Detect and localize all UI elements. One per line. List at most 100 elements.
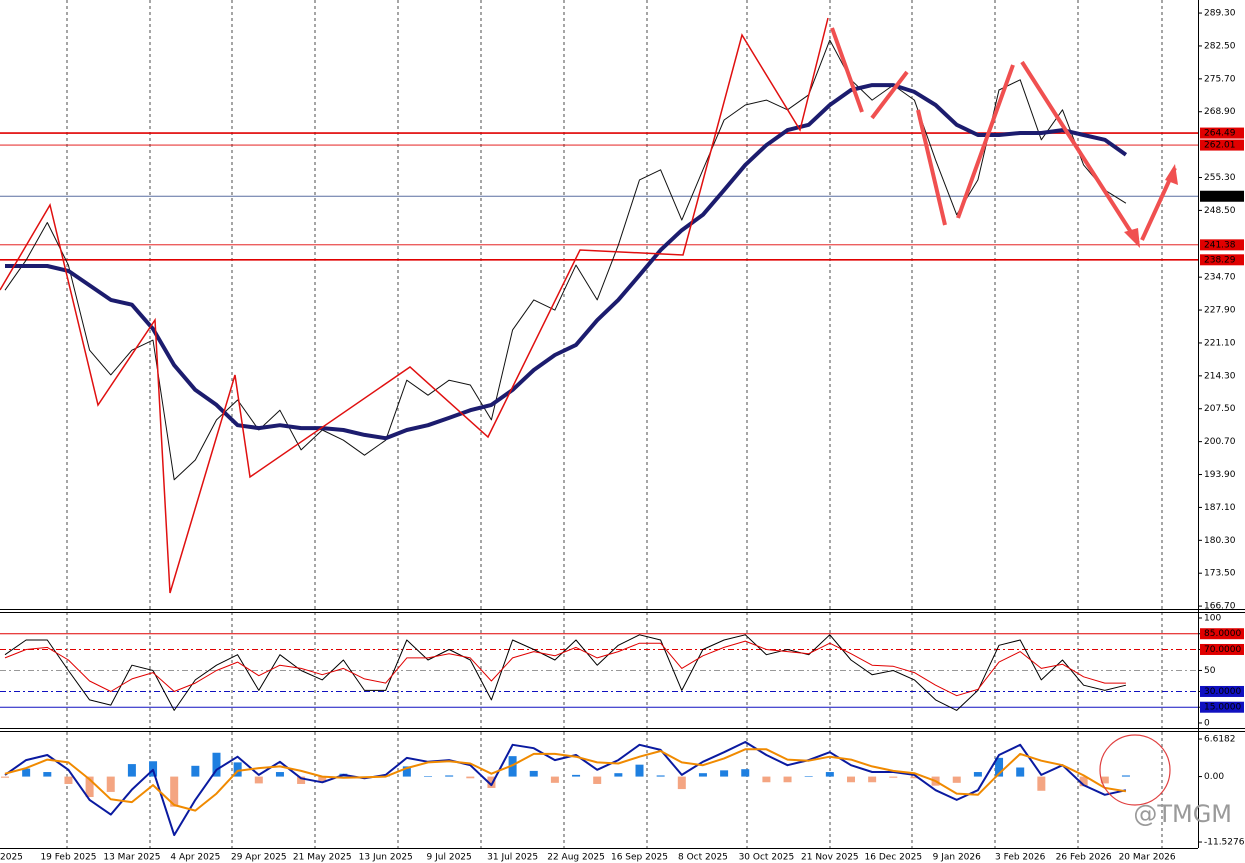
histogram-bar — [720, 770, 729, 777]
level-label-box — [1200, 701, 1244, 713]
histogram-bar — [106, 776, 115, 792]
histogram-bar — [804, 776, 813, 777]
histogram-bar — [1037, 776, 1046, 791]
y-tick-label: 70.0000 — [1204, 645, 1241, 655]
y-tick-label: 289.30 — [1204, 9, 1236, 19]
histogram-bar — [127, 764, 136, 777]
histogram-bar — [212, 752, 221, 777]
histogram-bar — [783, 776, 792, 783]
arrow — [870, 70, 909, 120]
x-tick-label: 13 Jun 2025 — [359, 853, 413, 863]
histogram-bar — [1121, 775, 1130, 777]
y-tick-label: 214.30 — [1204, 371, 1236, 381]
y-tick-label: 0 — [1204, 718, 1210, 728]
histogram-bar — [487, 776, 496, 788]
histogram-bar — [43, 772, 52, 777]
x-tick-label: 8 Oct 2025 — [678, 853, 728, 863]
watermark: @TMGM — [1133, 800, 1232, 828]
y-tick-label: 234.70 — [1204, 273, 1236, 283]
x-tick-label: 19 Feb 2025 — [40, 853, 96, 863]
histogram-bar — [635, 764, 644, 777]
y-tick-label: 187.10 — [1204, 503, 1236, 513]
histogram-bar — [402, 766, 411, 777]
histogram-bar — [1079, 776, 1088, 787]
histogram-bar — [677, 776, 686, 790]
histogram-bar — [889, 776, 898, 778]
x-tick-label: 26 Feb 2026 — [1056, 853, 1112, 863]
x-tick-label: 29 Apr 2025 — [231, 853, 287, 863]
histogram-bar — [254, 776, 263, 784]
y-tick-label: 207.50 — [1204, 404, 1236, 414]
y-tick-label: 227.90 — [1204, 306, 1236, 316]
y-tick-label: 166.70 — [1204, 602, 1236, 612]
level-label-box — [1200, 127, 1244, 139]
histogram-bar — [1, 776, 9, 778]
series-line — [4, 741, 1127, 837]
histogram-bar — [995, 757, 1004, 777]
histogram-bar — [593, 776, 602, 784]
level-label: 241.38 — [1204, 240, 1236, 250]
level-label-box — [1200, 628, 1244, 640]
arrow — [1020, 60, 1140, 245]
y-tick-label: 0.00 — [1204, 772, 1224, 782]
x-tick-label: 3 Feb 2026 — [995, 853, 1046, 863]
histogram-bar — [952, 776, 961, 783]
highlight-circle — [1099, 734, 1171, 806]
y-tick-label: 15.0000 — [1204, 703, 1241, 713]
x-tick-label: 9 Jan 2026 — [933, 853, 981, 863]
y-tick-label: 30.0000 — [1204, 687, 1241, 697]
histogram-bar — [508, 756, 517, 777]
x-tick-label: 21 Nov 2025 — [801, 853, 859, 863]
y-tick-label: 275.70 — [1204, 74, 1236, 84]
histogram-bar — [191, 765, 200, 777]
arrow-head — [1124, 228, 1140, 248]
y-tick-label: 85.0000 — [1204, 629, 1241, 639]
level-label-box — [1200, 643, 1244, 655]
histogram-bar — [614, 773, 623, 777]
histogram-bar — [1016, 767, 1025, 777]
y-tick-label: 6.6182 — [1204, 735, 1236, 745]
x-tick-label: 16 Sep 2025 — [611, 853, 668, 863]
histogram-bar — [825, 772, 834, 777]
arrow — [956, 64, 1015, 219]
histogram-bar — [741, 769, 750, 777]
histogram-bar — [973, 772, 982, 777]
level-label-box — [1200, 239, 1244, 251]
x-tick-label: 31 Jul 2025 — [487, 853, 538, 863]
zigzag — [0, 17, 829, 594]
x-tick-label: 20 Mar 2026 — [1119, 853, 1176, 863]
level-label: 262.01 — [1204, 141, 1236, 151]
y-tick-label: 50 — [1204, 666, 1216, 676]
y-tick-label: 282.50 — [1204, 41, 1236, 51]
x-tick-label: 16 Dec 2025 — [865, 853, 923, 863]
histogram-bar — [910, 776, 919, 779]
histogram-bar — [85, 776, 94, 798]
histogram-bar — [466, 776, 475, 779]
y-tick-label: -11.5276 — [1204, 838, 1245, 848]
level-label-box — [1200, 685, 1244, 697]
histogram-bar — [656, 775, 665, 777]
histogram-bar — [22, 768, 31, 777]
series-line — [4, 640, 1126, 697]
x-tick-label: 4 Apr 2025 — [170, 853, 220, 863]
histogram-bar — [170, 776, 179, 807]
x-tick-label: 13 Mar 2025 — [103, 853, 160, 863]
histogram-bar — [1100, 776, 1109, 784]
annotations — [0, 17, 1178, 806]
histogram-bar — [64, 776, 73, 784]
histogram-bar — [529, 770, 538, 777]
x-tick-label: 9 Jul 2025 — [427, 853, 472, 863]
histogram-bar — [868, 776, 877, 783]
y-tick-label: 193.90 — [1204, 470, 1236, 480]
histogram-bar — [275, 772, 284, 777]
x-tick-label: 21 May 2025 — [293, 853, 352, 863]
x-tick-label: 22 Aug 2025 — [547, 853, 605, 863]
x-tick-label: 2025 — [0, 853, 23, 863]
y-tick-label: 100 — [1204, 613, 1221, 623]
series-line — [5, 83, 1128, 441]
level-label-box — [1200, 254, 1244, 266]
histogram-bar — [698, 773, 707, 777]
level-label: 238.29 — [1204, 255, 1236, 265]
